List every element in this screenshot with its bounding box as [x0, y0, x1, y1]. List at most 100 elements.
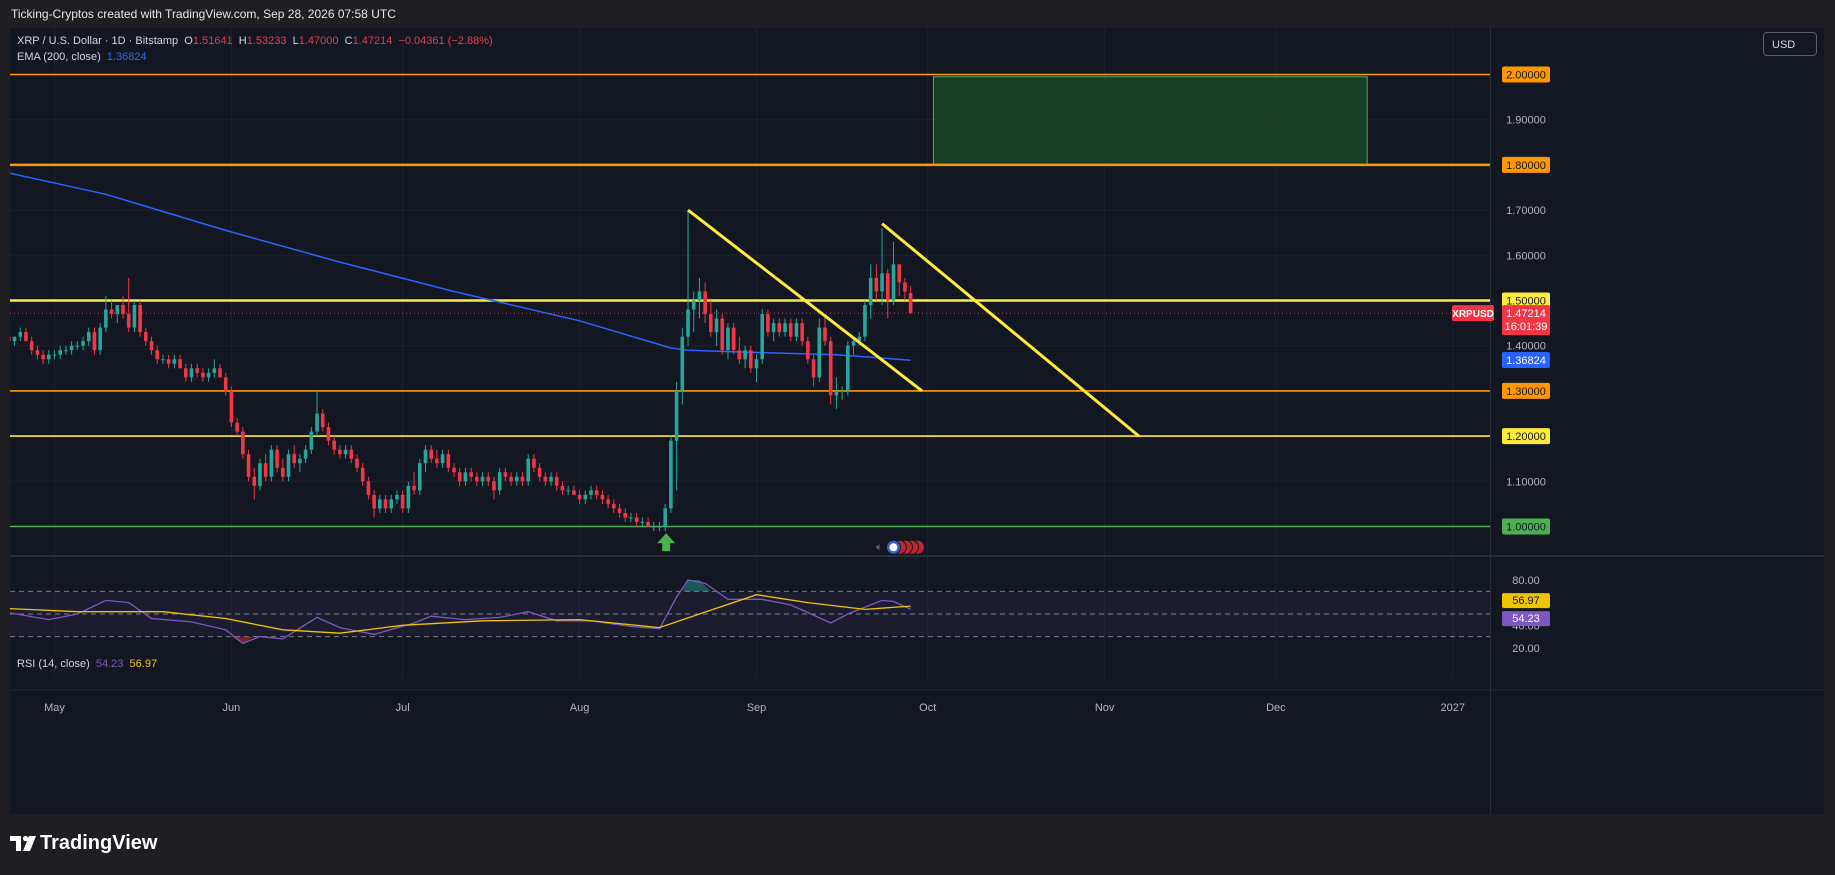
- time-axis[interactable]: May Jun Jul Aug Sep Oct Nov Dec 2027: [44, 702, 1465, 714]
- symbol-name: XRP / U.S. Dollar · 1D · Bitstamp: [17, 35, 179, 47]
- candle-body: [189, 368, 194, 378]
- candle-body: [212, 368, 217, 373]
- candle-body: [446, 454, 451, 468]
- trendline: [687, 208, 923, 393]
- candle-body: [292, 454, 297, 464]
- candle-body: [429, 449, 433, 459]
- ema-value: 1.36824: [106, 51, 147, 63]
- candle-body: [201, 372, 205, 378]
- level-tag-text: 1.20000: [1506, 431, 1546, 443]
- candle-body: [195, 368, 199, 373]
- candle-body: [52, 354, 57, 356]
- candle-body: [349, 449, 354, 459]
- candle-body: [241, 431, 245, 455]
- candle-body: [400, 494, 405, 509]
- candle-body: [46, 354, 51, 360]
- candle-body: [75, 345, 80, 347]
- rsi-tick-label: 80.00: [1512, 575, 1540, 587]
- symbol-tag-text: XRPUSD: [1452, 309, 1494, 320]
- candle-body: [417, 463, 422, 491]
- currency-selector[interactable]: USD: [1763, 32, 1817, 56]
- rsi-ma-tag: [1502, 593, 1550, 609]
- candle-body: [309, 431, 314, 450]
- candle-body: [235, 422, 239, 432]
- candle-body: [623, 512, 628, 518]
- candle-body: [263, 463, 268, 477]
- candle-body: [343, 449, 348, 455]
- price-axis[interactable]: 2.00000 1.90000 1.80000 1.70000 1.60000 1.500…: [1452, 66, 1550, 655]
- buy-arrow-icon: [657, 533, 676, 552]
- close-value: 1.47214: [352, 35, 393, 47]
- attribution-text: Ticking-Cryptos created with TradingView…: [11, 7, 396, 21]
- candle-body: [132, 305, 137, 328]
- rsi-pane[interactable]: [10, 579, 1490, 645]
- candle-body: [880, 273, 884, 292]
- low-value: 1.47000: [298, 35, 339, 47]
- rsi-overbought-fill: [682, 580, 711, 592]
- ema-legend[interactable]: EMA (200, close) 1.36824: [17, 51, 147, 63]
- candle-body: [64, 350, 68, 352]
- time-tick-label: Jul: [396, 702, 410, 714]
- candle-body: [691, 300, 696, 310]
- candle-body: [280, 467, 285, 477]
- candles[interactable]: [10, 210, 913, 532]
- candle-body: [172, 359, 177, 364]
- events-arrow-icon: [875, 544, 880, 551]
- candle-body: [903, 282, 907, 292]
- rsi-tick-label: 20.00: [1512, 643, 1540, 655]
- level-tag: [1502, 292, 1550, 309]
- tradingview-logo-icon[interactable]: [10, 834, 38, 852]
- candle-body: [480, 476, 485, 482]
- open-value: 1.51641: [192, 35, 233, 47]
- ema-line: [10, 172, 911, 361]
- target-zone: [932, 76, 1368, 166]
- candle-body: [594, 490, 599, 495]
- rsi-tag: [1502, 611, 1550, 627]
- candle-body: [35, 350, 40, 355]
- candle-body: [98, 327, 102, 351]
- candle-body: [92, 332, 97, 351]
- candle-body: [646, 521, 650, 527]
- candle-body: [355, 458, 359, 468]
- rsi-ma-value: 56.97: [129, 658, 158, 670]
- low-label: L: [292, 35, 299, 47]
- candle-body: [583, 494, 588, 500]
- candle-body: [395, 494, 399, 500]
- candle-body: [423, 449, 428, 464]
- candle-body: [155, 350, 160, 360]
- candle-body: [629, 517, 633, 519]
- candle-body: [577, 494, 582, 500]
- symbol-legend[interactable]: XRP / U.S. Dollar · 1D · Bitstamp O1.516…: [17, 35, 493, 47]
- chart-canvas[interactable]: 2.00000 1.90000 1.80000 1.70000 1.60000 1.500…: [10, 28, 1824, 814]
- candle-body: [457, 472, 462, 482]
- candle-body: [115, 305, 120, 315]
- trendlines[interactable]: [687, 208, 1140, 438]
- candle-body: [612, 503, 616, 509]
- level-tag: [1502, 156, 1550, 173]
- level-tag-text: 2.00000: [1506, 70, 1546, 82]
- candle-body: [589, 490, 593, 495]
- candle-body: [303, 449, 308, 459]
- price-tick-label: 1.70000: [1506, 205, 1546, 217]
- rsi-ma-line: [10, 594, 911, 634]
- candle-body: [406, 485, 411, 509]
- us-flag-icon: [889, 543, 898, 552]
- horizontal-levels: [10, 73, 1490, 528]
- rsi-legend[interactable]: RSI (14, close) 54.23 56.97: [17, 658, 157, 670]
- candle-body: [258, 463, 262, 486]
- candle-body: [469, 472, 473, 477]
- candle-body: [537, 467, 542, 477]
- candle-body: [223, 377, 228, 391]
- candle-body: [697, 291, 702, 301]
- candle-body: [372, 494, 376, 509]
- candle-body: [600, 494, 605, 500]
- rsi-tag-text: 54.23: [1512, 613, 1540, 625]
- candle-body: [126, 314, 131, 328]
- candle-body: [748, 350, 753, 369]
- candle-body: [492, 481, 496, 491]
- candle-body: [286, 454, 291, 477]
- chart-area[interactable]: 2.00000 1.90000 1.80000 1.70000 1.60000 1.500…: [10, 28, 1824, 814]
- level-tag: [1502, 382, 1550, 399]
- time-tick-label: Aug: [570, 702, 590, 714]
- candle-body: [572, 490, 576, 495]
